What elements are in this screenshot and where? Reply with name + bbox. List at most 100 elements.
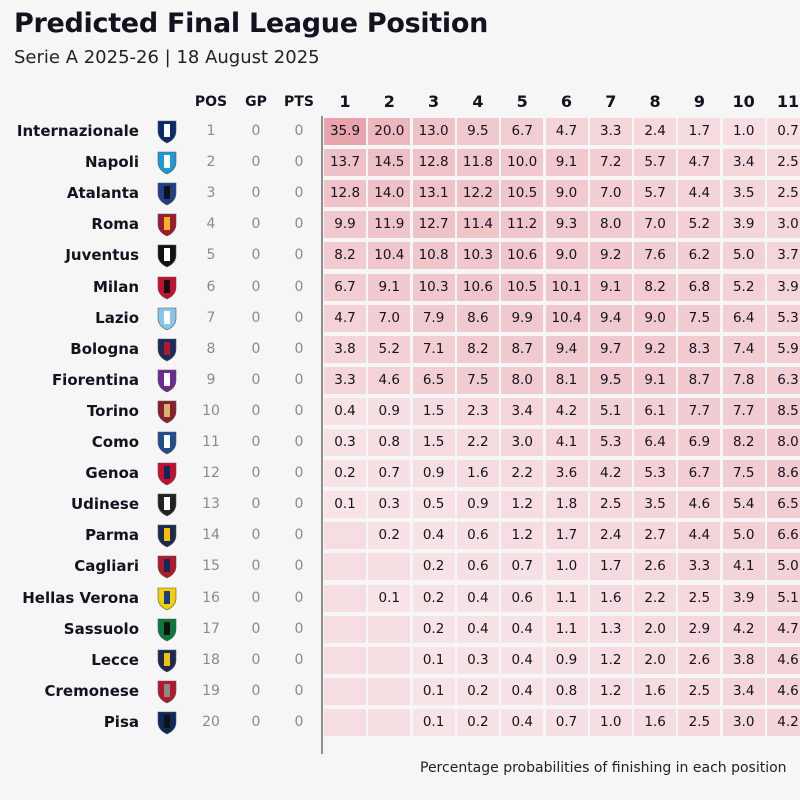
torino-crest-icon bbox=[157, 400, 177, 424]
probability-cell: 8.6 bbox=[456, 304, 499, 332]
column-header-pos-3: 3 bbox=[428, 92, 440, 111]
probability-cell: 8.3 bbox=[678, 335, 721, 363]
team-pts: 0 bbox=[294, 340, 304, 357]
team-name: Torino bbox=[86, 401, 139, 420]
probability-cell: 7.8 bbox=[722, 366, 765, 394]
probability-cell: 0.2 bbox=[412, 584, 455, 612]
probability-cell: 10.0 bbox=[501, 149, 544, 177]
column-header-gp: GP bbox=[245, 94, 267, 110]
probability-cell: 4.6 bbox=[368, 366, 411, 394]
team-gp: 0 bbox=[251, 309, 261, 326]
team-pos: 13 bbox=[202, 496, 220, 513]
chart-title: Predicted Final League Position bbox=[14, 8, 489, 39]
probability-cell: 4.2 bbox=[767, 708, 800, 736]
probability-cell: 9.2 bbox=[634, 335, 677, 363]
team-pos: 8 bbox=[206, 340, 216, 357]
probability-cell: 9.1 bbox=[589, 273, 632, 301]
probability-cell: 6.7 bbox=[501, 118, 544, 145]
probability-cell: 0.2 bbox=[456, 708, 499, 736]
team-pts: 0 bbox=[294, 278, 304, 295]
probability-cell: 3.0 bbox=[501, 429, 544, 456]
probability-cell: 0.9 bbox=[368, 397, 411, 425]
chart-subtitle: Serie A 2025-26 | 18 August 2025 bbox=[14, 47, 320, 68]
probability-cell: 1.6 bbox=[456, 460, 499, 488]
team-pos: 18 bbox=[202, 651, 220, 668]
probability-cell: 3.7 bbox=[767, 242, 800, 270]
team-name: Lecce bbox=[91, 650, 139, 669]
probability-cell: 0.9 bbox=[456, 491, 499, 519]
probability-cell: 9.1 bbox=[634, 366, 677, 394]
probability-cell: 3.4 bbox=[501, 397, 544, 425]
probability-cell: 1.7 bbox=[589, 553, 632, 581]
team-name: Genoa bbox=[85, 464, 139, 483]
probability-cell: 6.5 bbox=[412, 366, 455, 394]
probability-cell: 13.7 bbox=[324, 149, 366, 177]
probability-cell: 5.4 bbox=[722, 491, 765, 519]
probability-cell: 14.0 bbox=[368, 180, 411, 208]
probability-cell: 8.2 bbox=[456, 335, 499, 363]
column-header-pos-9: 9 bbox=[693, 92, 705, 111]
probability-cell bbox=[368, 646, 411, 674]
probability-cell: 12.7 bbox=[412, 211, 455, 239]
probability-cell: 7.2 bbox=[589, 149, 632, 177]
probability-cell: 6.9 bbox=[678, 429, 721, 456]
probability-cell: 0.2 bbox=[412, 615, 455, 643]
probability-cell: 0.6 bbox=[456, 553, 499, 581]
probability-cell: 9.7 bbox=[589, 335, 632, 363]
team-gp: 0 bbox=[251, 185, 261, 202]
probability-cell: 10.4 bbox=[545, 304, 588, 332]
probability-cell: 2.5 bbox=[678, 677, 721, 705]
team-pos: 20 bbox=[202, 713, 220, 730]
probability-cell: 14.5 bbox=[368, 149, 411, 177]
team-name: Internazionale bbox=[16, 122, 139, 140]
team-pts: 0 bbox=[294, 434, 304, 450]
team-name: Cagliari bbox=[74, 557, 139, 576]
probability-cell: 9.1 bbox=[545, 149, 588, 177]
table-divider bbox=[321, 116, 323, 754]
team-gp: 0 bbox=[251, 496, 261, 513]
probability-cell bbox=[368, 677, 411, 705]
probability-cell: 13.0 bbox=[412, 118, 455, 145]
team-gp: 0 bbox=[251, 527, 261, 544]
probability-cell: 3.9 bbox=[722, 584, 765, 612]
probability-cell: 8.1 bbox=[545, 366, 588, 394]
team-pos: 7 bbox=[206, 309, 216, 326]
column-header-pts: PTS bbox=[284, 94, 314, 110]
team-gp: 0 bbox=[251, 123, 261, 139]
probability-cell: 9.0 bbox=[634, 304, 677, 332]
probability-cell bbox=[324, 553, 366, 581]
team-gp: 0 bbox=[251, 651, 261, 668]
column-header-pos-2: 2 bbox=[383, 92, 395, 111]
probability-cell: 0.2 bbox=[412, 553, 455, 581]
probability-cell: 0.2 bbox=[324, 460, 366, 488]
probability-cell: 4.6 bbox=[767, 677, 800, 705]
probability-cell: 5.2 bbox=[722, 273, 765, 301]
probability-cell: 11.4 bbox=[456, 211, 499, 239]
probability-cell: 0.4 bbox=[456, 584, 499, 612]
team-pos: 5 bbox=[206, 247, 216, 264]
team-name: Udinese bbox=[70, 495, 139, 514]
probability-cell: 4.7 bbox=[545, 118, 588, 145]
probability-cell: 10.6 bbox=[456, 273, 499, 301]
probability-cell: 6.2 bbox=[678, 242, 721, 270]
probability-cell: 10.3 bbox=[456, 242, 499, 270]
probability-cell: 1.0 bbox=[545, 553, 588, 581]
team-pos: 12 bbox=[202, 465, 220, 482]
team-pos: 9 bbox=[206, 371, 216, 388]
team-pts: 0 bbox=[294, 247, 304, 264]
probability-cell: 4.2 bbox=[589, 460, 632, 488]
internazionale-crest-icon bbox=[157, 120, 177, 144]
team-gp: 0 bbox=[251, 465, 261, 482]
probability-cell: 3.0 bbox=[767, 211, 800, 239]
probability-cell: 0.1 bbox=[368, 584, 411, 612]
column-header-pos-6: 6 bbox=[560, 92, 573, 111]
probability-cell: 0.7 bbox=[501, 553, 544, 581]
probability-cell: 9.3 bbox=[545, 211, 588, 239]
team-gp: 0 bbox=[251, 371, 261, 388]
team-pts: 0 bbox=[294, 154, 304, 171]
probability-cell: 1.1 bbox=[545, 615, 588, 643]
team-gp: 0 bbox=[251, 434, 261, 450]
probability-cell: 7.5 bbox=[678, 304, 721, 332]
probability-cell: 6.3 bbox=[767, 366, 800, 394]
team-pos: 11 bbox=[202, 434, 220, 450]
